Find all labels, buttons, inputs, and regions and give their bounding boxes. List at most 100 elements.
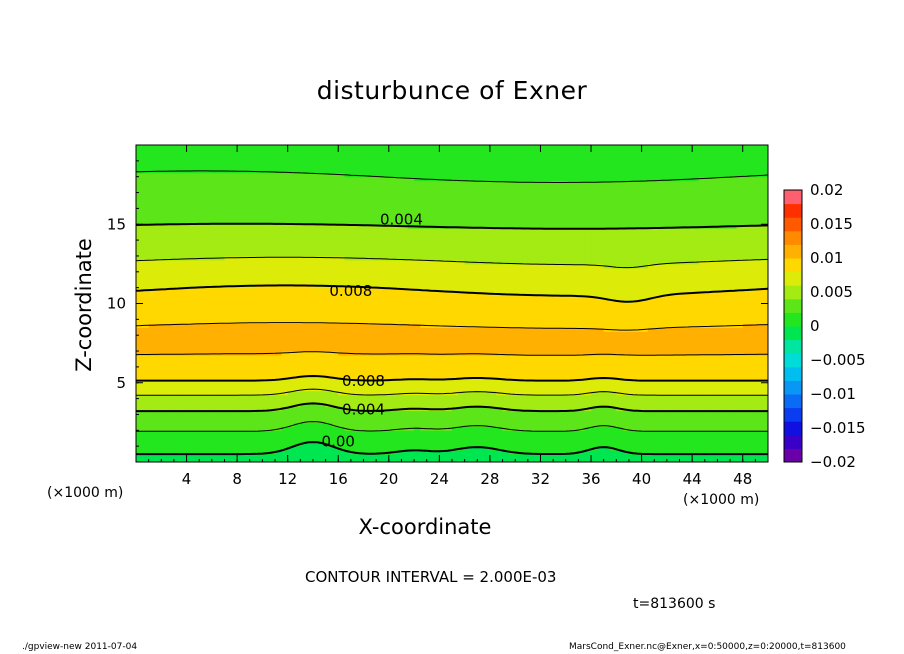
fill-cell xyxy=(344,446,352,451)
fill-cell xyxy=(173,275,181,281)
fill-cell xyxy=(458,426,466,431)
fill-cell xyxy=(616,343,624,348)
fill-cell xyxy=(711,347,719,352)
fill-cell xyxy=(382,327,390,332)
fill-cell xyxy=(673,335,681,340)
fill-cell xyxy=(388,382,396,388)
fill-cell xyxy=(154,347,162,352)
fill-cell xyxy=(635,410,643,416)
fill-cell xyxy=(445,362,453,368)
fill-cell xyxy=(483,414,491,420)
fill-cell xyxy=(363,343,371,348)
fill-cell xyxy=(578,339,586,344)
fill-cell xyxy=(388,426,396,431)
fill-cell xyxy=(325,335,333,340)
fill-cell xyxy=(256,279,263,285)
fill-cell xyxy=(559,279,567,285)
fill-cell xyxy=(186,267,194,273)
fill-cell xyxy=(224,319,232,324)
fill-cell xyxy=(477,390,485,396)
fill-cell xyxy=(553,430,561,435)
fill-cell xyxy=(306,311,314,316)
fill-cell xyxy=(407,442,415,447)
fill-cell xyxy=(154,327,162,332)
fill-cell xyxy=(237,422,245,427)
fill-cell xyxy=(515,283,523,289)
fill-cell xyxy=(249,358,257,364)
fill-cell xyxy=(363,327,371,332)
fill-cell xyxy=(635,287,643,293)
fill-cell xyxy=(433,414,440,420)
fill-cell xyxy=(673,327,681,332)
fill-cell xyxy=(180,279,188,285)
fill-cell xyxy=(477,382,485,388)
fill-cell xyxy=(414,283,421,289)
fill-cell xyxy=(534,438,542,443)
fill-cell xyxy=(698,283,706,289)
fill-cell xyxy=(742,366,750,372)
fill-cell xyxy=(319,426,327,431)
fill-cell xyxy=(736,430,744,435)
fill-cell xyxy=(470,315,478,320)
fill-cell xyxy=(736,370,744,376)
fill-cell xyxy=(483,323,491,328)
fill-cell xyxy=(294,275,301,281)
fill-cell xyxy=(736,446,744,451)
fill-cell xyxy=(616,398,624,404)
fill-cell xyxy=(363,263,371,269)
fill-cell xyxy=(357,414,365,420)
fill-cell xyxy=(237,410,245,416)
fill-cell xyxy=(755,390,763,396)
fill-cell xyxy=(502,319,510,324)
fill-cell xyxy=(300,343,308,348)
fill-cell xyxy=(610,267,617,273)
fill-cell xyxy=(395,351,403,356)
fill-cell xyxy=(426,402,434,408)
fill-cell xyxy=(382,390,390,396)
fill-cell xyxy=(489,402,497,408)
fill-cell xyxy=(281,315,289,320)
fill-cell xyxy=(584,422,592,427)
fill-cell xyxy=(546,347,554,352)
fill-cell xyxy=(534,402,542,408)
fill-cell xyxy=(249,295,257,301)
fill-cell xyxy=(641,271,649,277)
fill-cell xyxy=(730,311,737,316)
fill-cell xyxy=(148,418,156,423)
fill-cell xyxy=(136,458,143,462)
fill-cell xyxy=(540,351,548,356)
fill-cell xyxy=(445,446,453,451)
fill-cell xyxy=(597,402,605,408)
fill-cell xyxy=(553,358,561,364)
fill-cell xyxy=(515,458,523,462)
fill-cell xyxy=(445,311,453,316)
fill-cell xyxy=(679,283,687,289)
fill-cell xyxy=(154,339,162,344)
fill-cell xyxy=(331,319,339,324)
fill-cell xyxy=(319,450,327,455)
fill-cell xyxy=(186,386,194,392)
fill-cell xyxy=(755,291,763,297)
fill-cell xyxy=(692,446,700,451)
fill-cell xyxy=(641,394,649,400)
fill-cell xyxy=(584,398,592,404)
fill-cell xyxy=(641,355,649,360)
fill-cell xyxy=(426,319,434,324)
fill-cell xyxy=(173,406,181,412)
fill-cell xyxy=(211,418,219,423)
fill-cell xyxy=(685,370,693,376)
fill-cell xyxy=(546,362,554,368)
fill-cell xyxy=(685,339,693,344)
fill-cell xyxy=(401,362,409,368)
fill-cell xyxy=(559,374,567,380)
fill-cell xyxy=(610,370,617,376)
fill-cell xyxy=(628,295,636,301)
fill-cell xyxy=(572,398,579,404)
fill-cell xyxy=(755,311,763,316)
fill-cell xyxy=(186,331,194,336)
fill-cell xyxy=(433,335,440,340)
fill-cell xyxy=(761,398,768,404)
fill-cell xyxy=(521,362,529,368)
fill-cell xyxy=(546,458,554,462)
fill-cell xyxy=(300,378,308,384)
